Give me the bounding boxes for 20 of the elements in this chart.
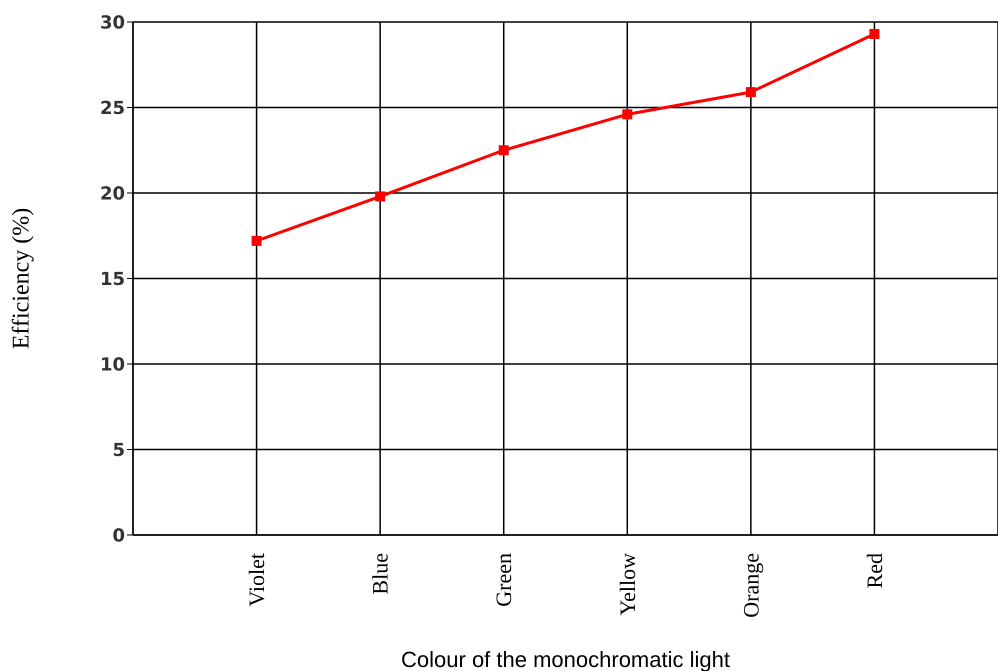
x-tick-label: Green	[491, 553, 516, 607]
y-tick-label: 10	[100, 354, 125, 376]
point	[498, 145, 509, 156]
point	[375, 191, 386, 202]
y-tick-label: 5	[112, 440, 125, 461]
point	[746, 87, 756, 98]
point	[869, 28, 880, 39]
point	[252, 236, 262, 246]
x-tick-label: Red	[862, 553, 887, 588]
y-tick-label: 20	[100, 183, 125, 204]
y-axis-title: Efficiency (%)	[8, 208, 35, 350]
x-tick-label: Yellow	[614, 552, 640, 616]
y-tick-label: 15	[100, 268, 125, 290]
point	[622, 109, 632, 120]
y-tick-label: 30	[100, 12, 125, 34]
y-tick-label: 25	[100, 98, 125, 119]
x-tick-label: Violet	[244, 553, 270, 607]
y-tick-label: 0	[112, 525, 125, 546]
x-tick-label: Blue	[368, 553, 393, 595]
x-tick-label: Orange	[738, 553, 764, 618]
